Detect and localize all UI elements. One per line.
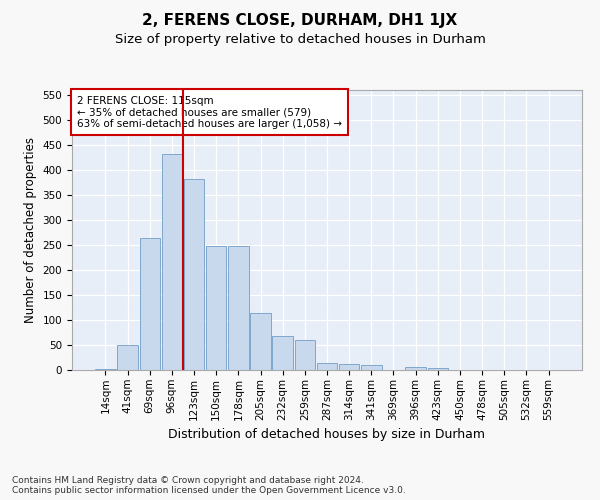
Y-axis label: Number of detached properties: Number of detached properties	[24, 137, 37, 323]
Bar	[206, 246, 226, 370]
Bar	[406, 367, 426, 370]
Bar	[295, 340, 315, 370]
Bar	[184, 178, 204, 370]
Bar	[161, 154, 182, 370]
Bar	[95, 369, 116, 370]
Bar	[228, 246, 248, 370]
Text: Size of property relative to detached houses in Durham: Size of property relative to detached ho…	[115, 32, 485, 46]
Bar	[272, 336, 293, 370]
Bar	[339, 364, 359, 370]
Bar	[118, 345, 138, 370]
Bar	[317, 362, 337, 370]
Bar	[361, 365, 382, 370]
X-axis label: Distribution of detached houses by size in Durham: Distribution of detached houses by size …	[169, 428, 485, 441]
Text: 2, FERENS CLOSE, DURHAM, DH1 1JX: 2, FERENS CLOSE, DURHAM, DH1 1JX	[142, 12, 458, 28]
Bar	[428, 368, 448, 370]
Text: Contains HM Land Registry data © Crown copyright and database right 2024.
Contai: Contains HM Land Registry data © Crown c…	[12, 476, 406, 495]
Bar	[140, 238, 160, 370]
Text: 2 FERENS CLOSE: 115sqm
← 35% of detached houses are smaller (579)
63% of semi-de: 2 FERENS CLOSE: 115sqm ← 35% of detached…	[77, 96, 342, 129]
Bar	[250, 312, 271, 370]
